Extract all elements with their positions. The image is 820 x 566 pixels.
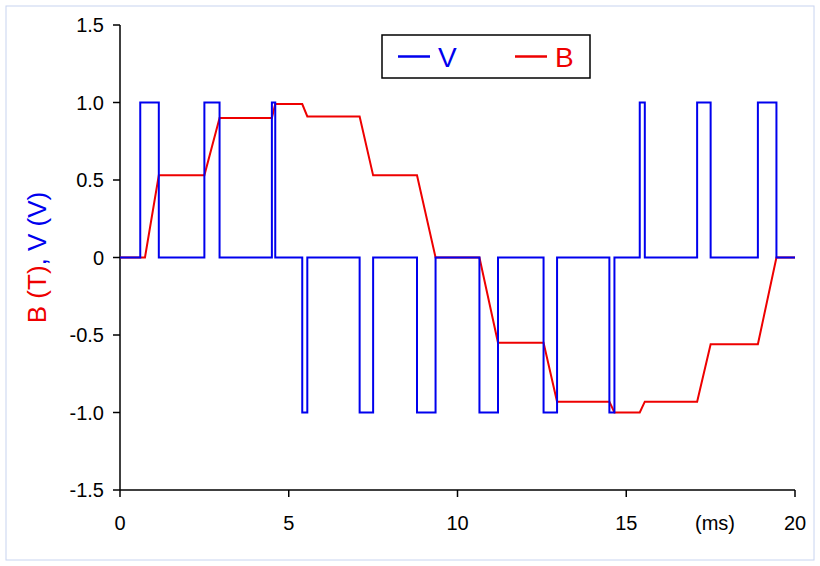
y-tick [113, 102, 120, 104]
legend-label: V [438, 42, 457, 73]
x-tick [626, 490, 628, 497]
y-axis-label: B (T), V (V) [22, 192, 52, 323]
x-axis-label: (ms) [695, 512, 735, 534]
y-tick [113, 179, 120, 181]
y-axis-label-part: , V (V) [22, 192, 52, 266]
legend-label: B [555, 42, 574, 73]
y-tick-label: 1.0 [76, 92, 104, 114]
y-tick [113, 412, 120, 414]
y-tick-label: 0 [93, 247, 104, 269]
y-tick-label: -0.5 [70, 324, 104, 346]
x-tick-label: 10 [446, 512, 468, 534]
y-tick [113, 334, 120, 336]
x-tick [794, 490, 796, 497]
x-tick-label: 0 [114, 512, 125, 534]
y-tick [113, 257, 120, 259]
plot-lines [120, 103, 795, 413]
page-frame [6, 6, 814, 560]
x-tick [288, 490, 290, 497]
series-line [120, 103, 795, 413]
y-tick [113, 24, 120, 26]
y-tick-label: -1.5 [70, 479, 104, 501]
legend-swatch [398, 55, 430, 58]
y-tick-label: 1.5 [76, 14, 104, 36]
background [0, 0, 820, 566]
legend: VB [382, 35, 590, 78]
x-tick [457, 490, 459, 497]
y-tick-label: -1.0 [70, 402, 104, 424]
x-tick-label: 20 [784, 512, 806, 534]
y-tick-label: 0.5 [76, 169, 104, 191]
x-tick-label: 5 [283, 512, 294, 534]
legend-box [382, 35, 590, 78]
legend-swatch [515, 55, 547, 58]
chart: -1.5 -1.0 -0.5 0 0.5 1.0 1.5 0 5 10 15 20 (ms) B (T),… [0, 0, 820, 566]
x-tick [119, 490, 121, 497]
x-tick-label: 15 [615, 512, 637, 534]
y-tick [113, 489, 120, 491]
y-axis-label-part: B (T) [22, 265, 52, 323]
